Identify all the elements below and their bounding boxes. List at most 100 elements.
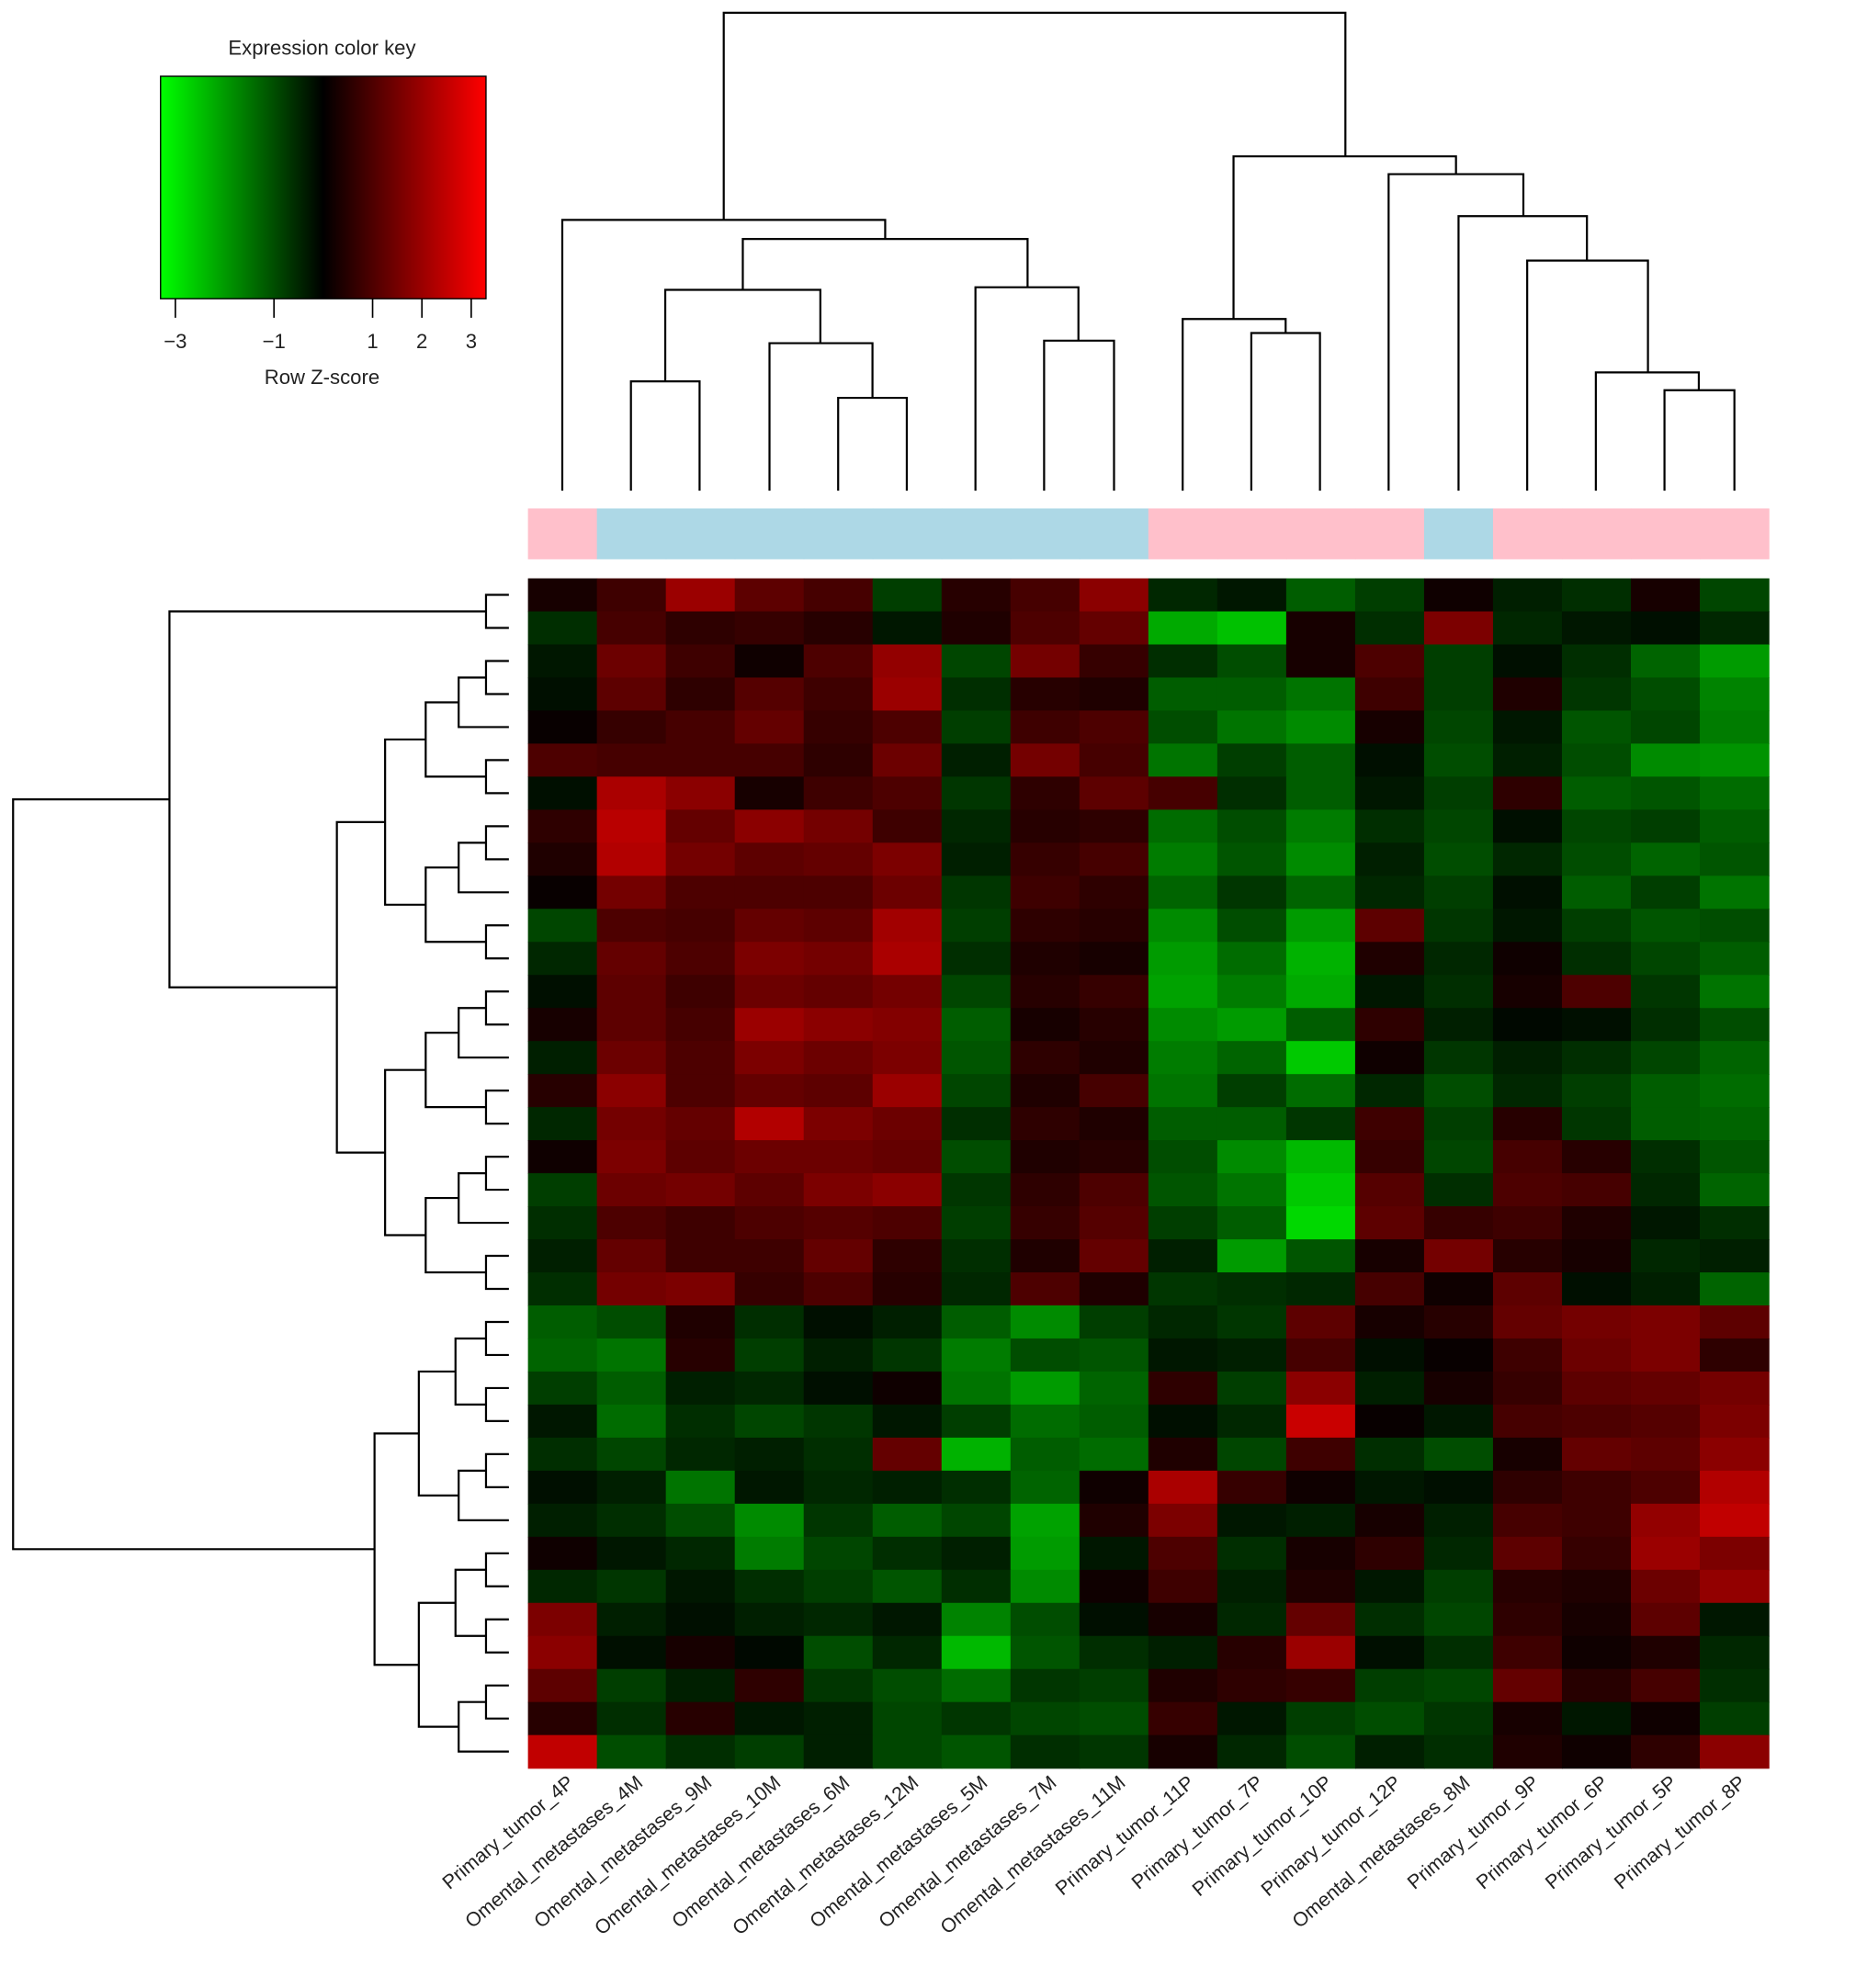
column-group-bar: [872, 508, 943, 559]
heatmap-cell: [941, 1536, 1012, 1571]
heatmap-cell: [872, 842, 943, 877]
heatmap-cell: [1561, 809, 1632, 844]
heatmap-cell: [1285, 1437, 1356, 1472]
heatmap-cell: [1148, 1536, 1218, 1571]
heatmap-cell: [872, 1602, 943, 1637]
heatmap-cell: [1285, 1404, 1356, 1439]
column-group-bar: [941, 508, 1012, 559]
heatmap-cell: [1285, 1008, 1356, 1042]
heatmap-cell: [1561, 1206, 1632, 1240]
heatmap-cell: [1630, 611, 1701, 646]
heatmap-cell: [1561, 611, 1632, 646]
heatmap-cell: [596, 1569, 667, 1604]
heatmap-cell: [803, 1701, 874, 1736]
heatmap-cell: [665, 1074, 736, 1108]
heatmap-cell: [1354, 1437, 1425, 1472]
heatmap-cell: [1285, 644, 1356, 679]
heatmap-cell: [1354, 975, 1425, 1009]
heatmap-cell: [1354, 677, 1425, 712]
heatmap-cell: [1148, 1503, 1218, 1538]
heatmap-cell: [803, 1239, 874, 1273]
heatmap-cell: [1010, 1470, 1081, 1505]
heatmap-cell: [1492, 644, 1563, 679]
heatmap-cell: [1010, 1173, 1081, 1207]
heatmap-cell: [1148, 743, 1218, 778]
heatmap-cell: [1148, 644, 1218, 679]
heatmap-cell: [1079, 1173, 1149, 1207]
heatmap-cell: [1079, 1041, 1149, 1075]
heatmap-cell: [1148, 1239, 1218, 1273]
heatmap-cell: [1216, 1569, 1287, 1604]
heatmap-cell: [1700, 1734, 1770, 1769]
heatmap-cell: [596, 1305, 667, 1339]
heatmap-cell: [941, 710, 1012, 745]
heatmap-cell: [1010, 1569, 1081, 1604]
heatmap-cell: [1700, 1041, 1770, 1075]
heatmap-cell: [1010, 1008, 1081, 1042]
heatmap-cell: [803, 677, 874, 712]
heatmap-cell: [1079, 975, 1149, 1009]
heatmap-cell: [1561, 1404, 1632, 1439]
heatmap-cell: [734, 1008, 805, 1042]
heatmap-cell: [1423, 611, 1494, 646]
heatmap-cell: [1285, 1239, 1356, 1273]
heatmap-cell: [1423, 1536, 1494, 1571]
heatmap-cell: [1079, 1008, 1149, 1042]
heatmap-cell: [1561, 909, 1632, 943]
heatmap-cell: [1492, 809, 1563, 844]
heatmap-cell: [1630, 1041, 1701, 1075]
heatmap-cell: [941, 1371, 1012, 1406]
heatmap-cell: [527, 909, 598, 943]
heatmap-cell: [1630, 1668, 1701, 1703]
heatmap-cell: [1700, 1470, 1770, 1505]
heatmap-cell: [734, 1635, 805, 1670]
heatmap-cell: [596, 1239, 667, 1273]
heatmap-cell: [1148, 842, 1218, 877]
heatmap-cell: [1354, 776, 1425, 811]
heatmap-cell: [1561, 743, 1632, 778]
heatmap-cell: [1492, 1074, 1563, 1108]
heatmap-cell: [1079, 743, 1149, 778]
heatmap-cell: [596, 1008, 667, 1042]
key-axis-label: Row Z-score: [265, 366, 379, 389]
heatmap-cell: [1700, 1140, 1770, 1174]
heatmap-cell: [1700, 942, 1770, 976]
column-group-bar: [527, 508, 598, 559]
heatmap-cell: [1285, 1668, 1356, 1703]
heatmap-cell: [872, 1734, 943, 1769]
heatmap-cell: [1148, 611, 1218, 646]
heatmap-cell: [527, 1305, 598, 1339]
heatmap-cell: [665, 743, 736, 778]
heatmap-cell: [665, 1536, 736, 1571]
heatmap-cell: [1354, 1635, 1425, 1670]
heatmap-cell: [734, 1305, 805, 1339]
heatmap-cell: [1148, 1305, 1218, 1339]
heatmap-cell: [1423, 1008, 1494, 1042]
heatmap-cell: [941, 1668, 1012, 1703]
heatmap-cell: [1216, 809, 1287, 844]
heatmap-cell: [1561, 1074, 1632, 1108]
heatmap-cell: [1630, 1074, 1701, 1108]
heatmap-cell: [1700, 1404, 1770, 1439]
heatmap-cell: [803, 1503, 874, 1538]
heatmap-cell: [1285, 677, 1356, 712]
heatmap-cell: [1285, 1734, 1356, 1769]
heatmap-cell: [1285, 743, 1356, 778]
heatmap-cell: [803, 1437, 874, 1472]
heatmap-cell: [1010, 1338, 1081, 1372]
heatmap-cell: [1285, 1536, 1356, 1571]
heatmap-cell: [1492, 1470, 1563, 1505]
heatmap-cell: [803, 942, 874, 976]
heatmap-cell: [1354, 1404, 1425, 1439]
heatmap-cell: [1700, 909, 1770, 943]
heatmap-cell: [1561, 644, 1632, 679]
heatmap-cell: [1700, 1338, 1770, 1372]
heatmap-cell: [527, 1503, 598, 1538]
column-dendrogram: [560, 11, 1736, 491]
key-title: Expression color key: [228, 36, 416, 59]
heatmap-cell: [1492, 1272, 1563, 1306]
heatmap-cell: [1148, 710, 1218, 745]
heatmap-cell: [872, 1206, 943, 1240]
heatmap-cell: [665, 1569, 736, 1604]
heatmap-cell: [1423, 1701, 1494, 1736]
